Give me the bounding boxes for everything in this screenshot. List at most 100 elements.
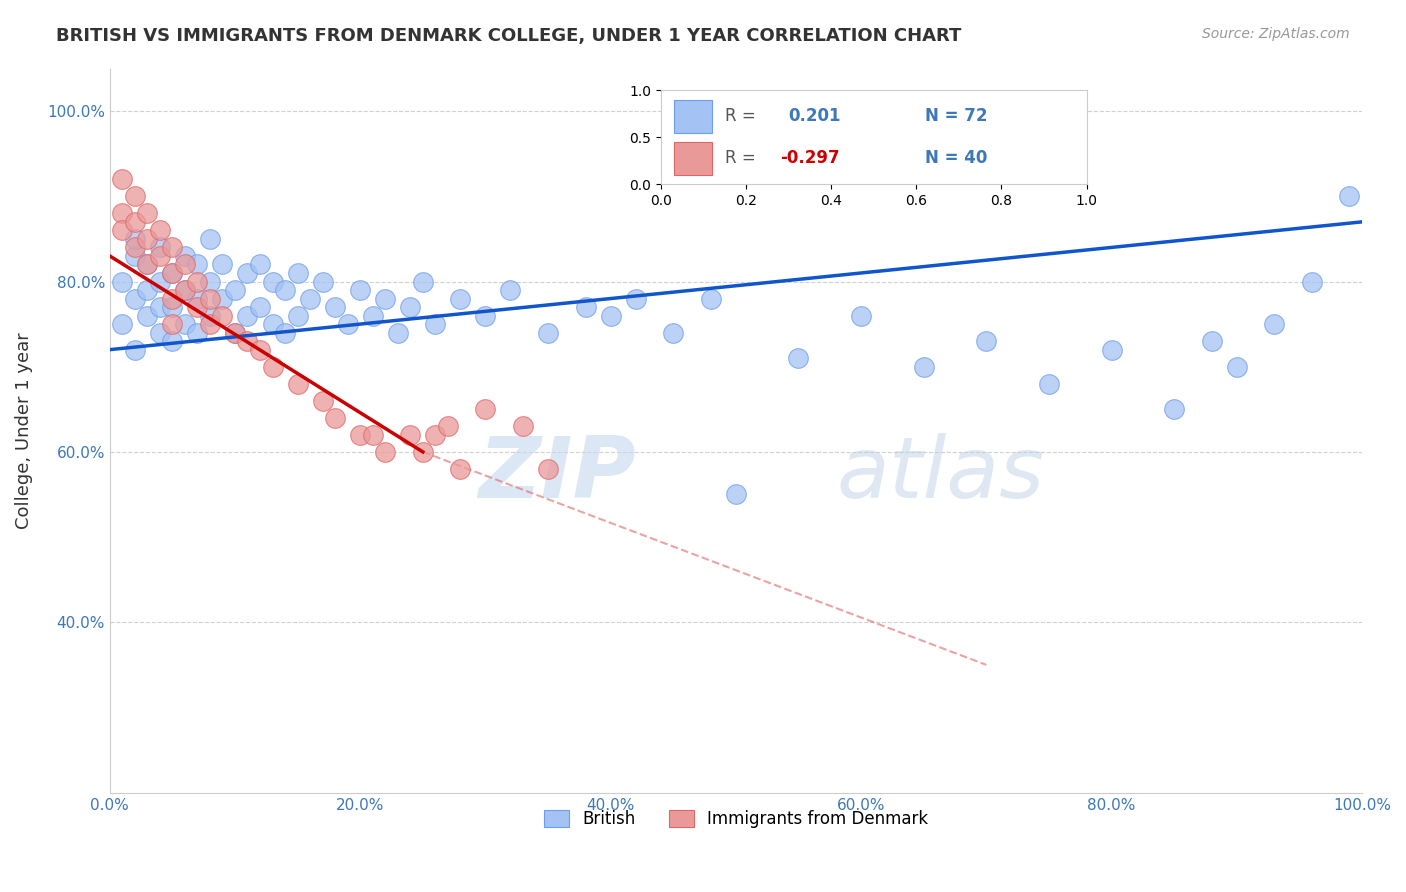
Point	[575, 300, 598, 314]
Point	[1339, 189, 1361, 203]
Point	[287, 376, 309, 391]
Point	[287, 266, 309, 280]
Point	[124, 343, 146, 357]
Point	[173, 257, 195, 271]
Point	[849, 309, 872, 323]
Point	[474, 402, 496, 417]
Point	[537, 462, 560, 476]
Text: atlas: atlas	[837, 433, 1045, 516]
Point	[976, 334, 998, 348]
Point	[149, 223, 172, 237]
Point	[1263, 317, 1285, 331]
Point	[399, 300, 422, 314]
Text: ZIP: ZIP	[478, 433, 636, 516]
Point	[787, 351, 810, 366]
Point	[198, 232, 221, 246]
Point	[274, 326, 297, 340]
Point	[361, 309, 384, 323]
Point	[149, 275, 172, 289]
Point	[186, 257, 208, 271]
Point	[186, 300, 208, 314]
Point	[162, 240, 184, 254]
Point	[262, 275, 284, 289]
Point	[124, 189, 146, 203]
Point	[425, 427, 447, 442]
Point	[262, 317, 284, 331]
Point	[211, 257, 233, 271]
Point	[173, 283, 195, 297]
Point	[136, 257, 159, 271]
Legend: British, Immigrants from Denmark: British, Immigrants from Denmark	[537, 804, 935, 835]
Point	[323, 300, 346, 314]
Point	[136, 257, 159, 271]
Point	[349, 283, 371, 297]
Point	[236, 266, 259, 280]
Point	[136, 232, 159, 246]
Point	[111, 317, 134, 331]
Point	[662, 326, 685, 340]
Point	[1301, 275, 1323, 289]
Point	[162, 300, 184, 314]
Point	[111, 206, 134, 220]
Point	[224, 326, 246, 340]
Y-axis label: College, Under 1 year: College, Under 1 year	[15, 332, 32, 529]
Point	[437, 419, 460, 434]
Point	[162, 317, 184, 331]
Point	[361, 427, 384, 442]
Point	[449, 292, 471, 306]
Point	[499, 283, 522, 297]
Point	[512, 419, 534, 434]
Point	[1226, 359, 1249, 374]
Point	[449, 462, 471, 476]
Point	[173, 283, 195, 297]
Point	[474, 309, 496, 323]
Point	[599, 309, 621, 323]
Point	[162, 266, 184, 280]
Point	[412, 275, 434, 289]
Point	[149, 249, 172, 263]
Point	[724, 487, 747, 501]
Point	[149, 300, 172, 314]
Point	[399, 427, 422, 442]
Point	[136, 283, 159, 297]
Point	[186, 292, 208, 306]
Point	[1038, 376, 1060, 391]
Point	[211, 309, 233, 323]
Point	[198, 317, 221, 331]
Point	[136, 309, 159, 323]
Point	[262, 359, 284, 374]
Point	[236, 309, 259, 323]
Point	[224, 283, 246, 297]
Point	[537, 326, 560, 340]
Point	[287, 309, 309, 323]
Point	[198, 275, 221, 289]
Point	[186, 326, 208, 340]
Point	[412, 445, 434, 459]
Point	[1101, 343, 1123, 357]
Point	[374, 445, 396, 459]
Point	[311, 393, 333, 408]
Point	[124, 215, 146, 229]
Point	[425, 317, 447, 331]
Point	[136, 206, 159, 220]
Point	[374, 292, 396, 306]
Point	[162, 266, 184, 280]
Point	[111, 275, 134, 289]
Point	[299, 292, 322, 306]
Point	[1201, 334, 1223, 348]
Point	[198, 292, 221, 306]
Point	[149, 240, 172, 254]
Point	[311, 275, 333, 289]
Point	[249, 300, 271, 314]
Point	[149, 326, 172, 340]
Point	[124, 232, 146, 246]
Point	[186, 275, 208, 289]
Point	[198, 309, 221, 323]
Point	[624, 292, 647, 306]
Point	[236, 334, 259, 348]
Point	[387, 326, 409, 340]
Point	[249, 343, 271, 357]
Point	[274, 283, 297, 297]
Point	[211, 292, 233, 306]
Point	[124, 292, 146, 306]
